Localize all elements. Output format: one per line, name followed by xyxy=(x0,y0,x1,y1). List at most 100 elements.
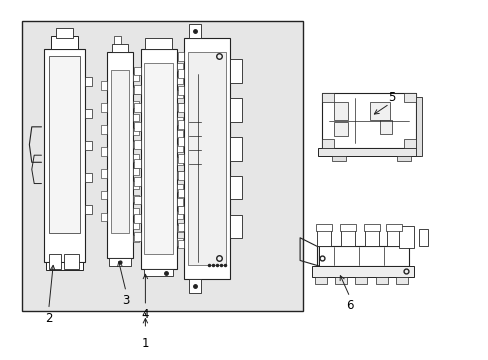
Bar xyxy=(134,214,140,223)
Bar xyxy=(133,141,139,148)
Bar xyxy=(316,226,330,246)
Bar xyxy=(403,93,415,102)
Bar xyxy=(379,120,391,134)
Bar xyxy=(178,154,183,163)
Bar xyxy=(183,38,229,279)
Bar xyxy=(85,109,92,118)
Bar xyxy=(110,70,129,233)
Bar xyxy=(333,102,348,120)
Bar xyxy=(101,81,106,90)
Bar xyxy=(229,176,242,199)
Bar xyxy=(101,213,106,221)
Bar xyxy=(133,127,139,135)
Bar xyxy=(177,225,183,233)
Bar xyxy=(101,147,106,156)
Bar xyxy=(229,59,242,82)
Bar xyxy=(365,226,378,246)
Bar xyxy=(134,233,140,241)
Bar xyxy=(44,49,85,261)
Bar xyxy=(134,122,140,131)
Bar xyxy=(178,171,183,180)
Bar xyxy=(134,195,140,204)
Bar xyxy=(178,69,183,78)
Text: 3: 3 xyxy=(122,294,129,307)
Bar xyxy=(177,184,183,192)
Bar xyxy=(177,144,183,152)
Bar xyxy=(85,173,92,182)
Bar xyxy=(145,38,172,49)
Bar xyxy=(396,156,410,161)
Bar xyxy=(134,103,140,112)
Bar xyxy=(109,258,131,266)
Bar xyxy=(133,235,139,242)
Bar xyxy=(321,93,415,148)
Text: 2: 2 xyxy=(45,312,52,325)
Bar xyxy=(398,226,413,248)
Bar xyxy=(375,278,387,284)
Bar xyxy=(363,224,380,230)
Text: 6: 6 xyxy=(346,299,353,312)
Bar xyxy=(101,125,106,134)
Bar xyxy=(177,211,183,219)
Bar xyxy=(133,114,139,121)
Bar xyxy=(177,238,183,246)
Bar xyxy=(101,168,106,177)
Bar xyxy=(134,177,140,186)
Bar xyxy=(331,156,346,161)
Bar xyxy=(133,222,139,229)
Bar xyxy=(101,191,106,199)
Bar xyxy=(177,171,183,179)
Bar xyxy=(133,195,139,202)
Bar xyxy=(418,229,427,246)
Bar xyxy=(101,103,106,112)
Bar xyxy=(178,206,183,215)
Bar xyxy=(188,24,201,38)
Bar xyxy=(144,269,173,276)
Bar xyxy=(46,261,82,270)
Bar xyxy=(144,63,173,255)
Bar xyxy=(134,159,140,168)
Bar xyxy=(111,44,128,53)
Bar xyxy=(177,130,183,138)
Bar xyxy=(133,181,139,189)
Bar xyxy=(178,103,183,112)
Bar xyxy=(178,121,183,129)
Text: 1: 1 xyxy=(142,337,149,350)
Bar xyxy=(341,226,354,246)
Text: 4: 4 xyxy=(142,308,149,321)
Bar xyxy=(415,97,421,156)
Bar xyxy=(106,53,133,258)
Bar xyxy=(49,56,80,233)
Bar xyxy=(49,255,61,269)
Bar xyxy=(140,49,177,269)
Text: 5: 5 xyxy=(387,91,395,104)
Bar xyxy=(229,215,242,238)
Bar xyxy=(321,93,333,102)
Bar xyxy=(395,278,407,284)
Bar xyxy=(22,21,302,311)
Bar xyxy=(134,140,140,149)
Bar xyxy=(188,279,201,293)
Bar xyxy=(177,77,183,84)
Bar xyxy=(177,117,183,125)
Bar xyxy=(85,205,92,214)
Bar xyxy=(178,189,183,197)
Bar xyxy=(177,157,183,165)
Bar xyxy=(133,208,139,215)
Bar xyxy=(133,168,139,175)
Bar xyxy=(85,141,92,150)
Bar xyxy=(403,139,415,148)
Bar xyxy=(177,90,183,98)
Bar xyxy=(339,224,355,230)
Bar xyxy=(56,28,73,38)
Bar xyxy=(385,224,401,230)
Bar xyxy=(178,138,183,146)
Bar xyxy=(64,255,79,269)
Bar xyxy=(386,226,400,246)
Bar xyxy=(177,63,183,71)
Bar xyxy=(85,77,92,86)
Bar xyxy=(134,67,140,76)
Bar xyxy=(178,53,183,61)
Bar xyxy=(134,85,140,94)
Bar xyxy=(51,36,78,49)
